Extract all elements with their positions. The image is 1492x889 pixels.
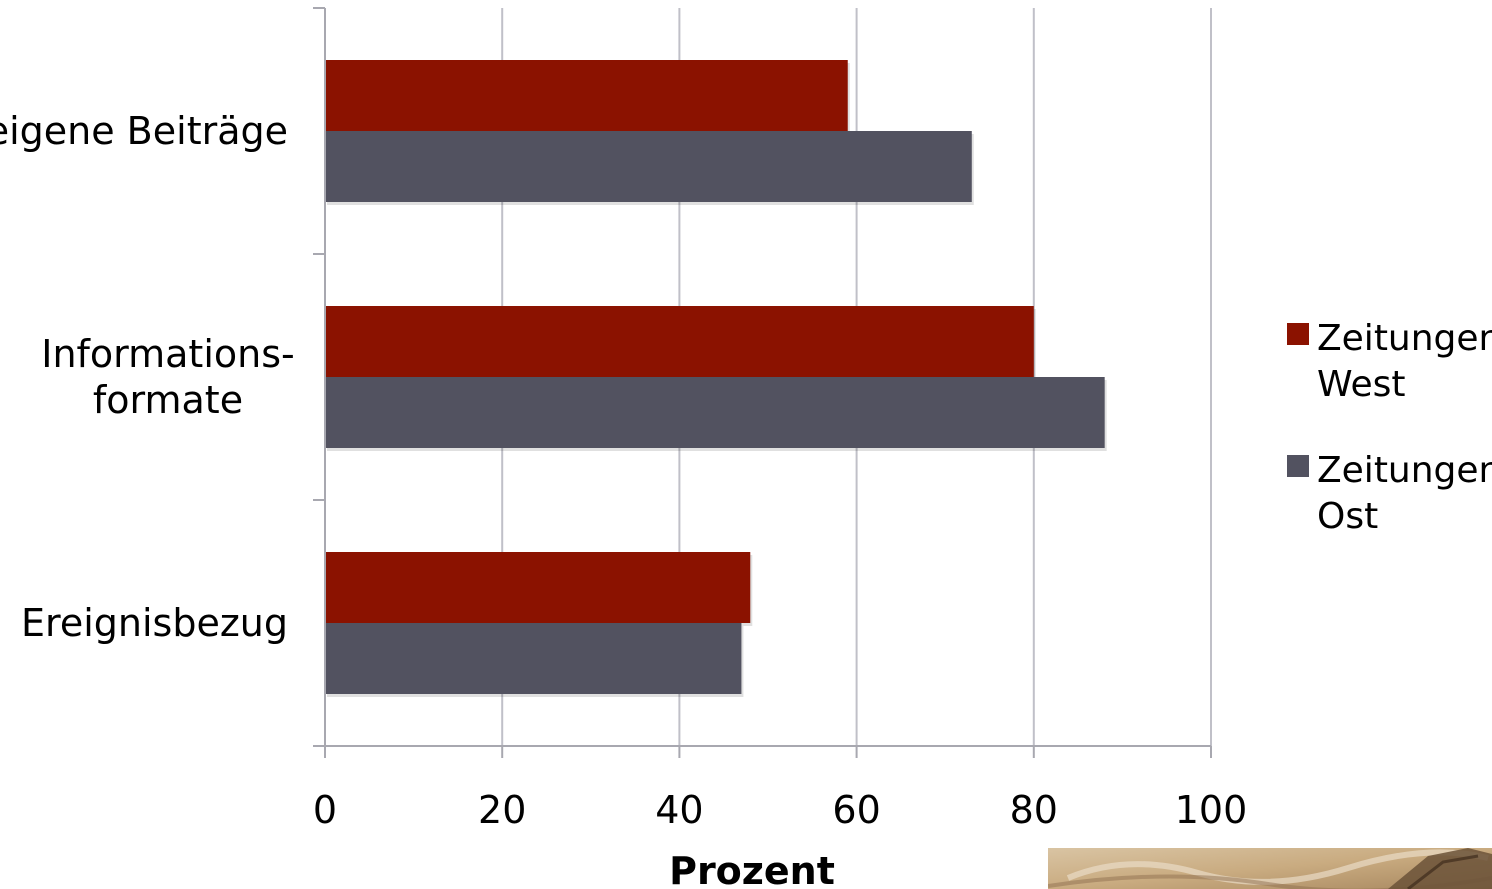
bars xyxy=(325,60,1107,697)
bar-west-2 xyxy=(325,552,751,623)
x-tick-label-1: 20 xyxy=(478,788,526,832)
axes xyxy=(313,7,1212,758)
bar-ost-0 xyxy=(325,131,972,202)
legend: Zeitungen West Zeitungen Ost xyxy=(1287,318,1492,537)
category-label-1: Informations- xyxy=(41,332,294,376)
category-label-2: Ereignisbezug xyxy=(21,601,288,645)
bar-ost-2 xyxy=(325,623,742,694)
x-tick-labels: 0 20 40 60 80 100 xyxy=(313,788,1247,832)
legend-swatch-west xyxy=(1287,323,1309,345)
legend-label-ost: Zeitungen xyxy=(1317,450,1492,491)
x-tick-label-4: 80 xyxy=(1010,788,1058,832)
bar-west-0 xyxy=(325,60,848,131)
legend-swatch-ost xyxy=(1287,455,1309,477)
corner-photo-decoration xyxy=(1048,848,1492,889)
legend-label-ost: Ost xyxy=(1317,496,1378,537)
legend-label-west: Zeitungen xyxy=(1317,318,1492,359)
category-label-1: formate xyxy=(93,378,243,422)
x-axis-title: Prozent xyxy=(669,849,835,889)
x-tick-label-3: 60 xyxy=(832,788,880,832)
x-tick-label-2: 40 xyxy=(655,788,703,832)
bar-west-1 xyxy=(325,306,1034,377)
category-labels: eigene Beiträge Informations-formate Ereig… xyxy=(0,109,295,645)
legend-label-west: West xyxy=(1317,364,1406,405)
x-tick-label-0: 0 xyxy=(313,788,337,832)
bar-ost-1 xyxy=(325,377,1105,448)
x-tick-label-5: 100 xyxy=(1175,788,1248,832)
category-label-0: eigene Beiträge xyxy=(0,109,288,153)
